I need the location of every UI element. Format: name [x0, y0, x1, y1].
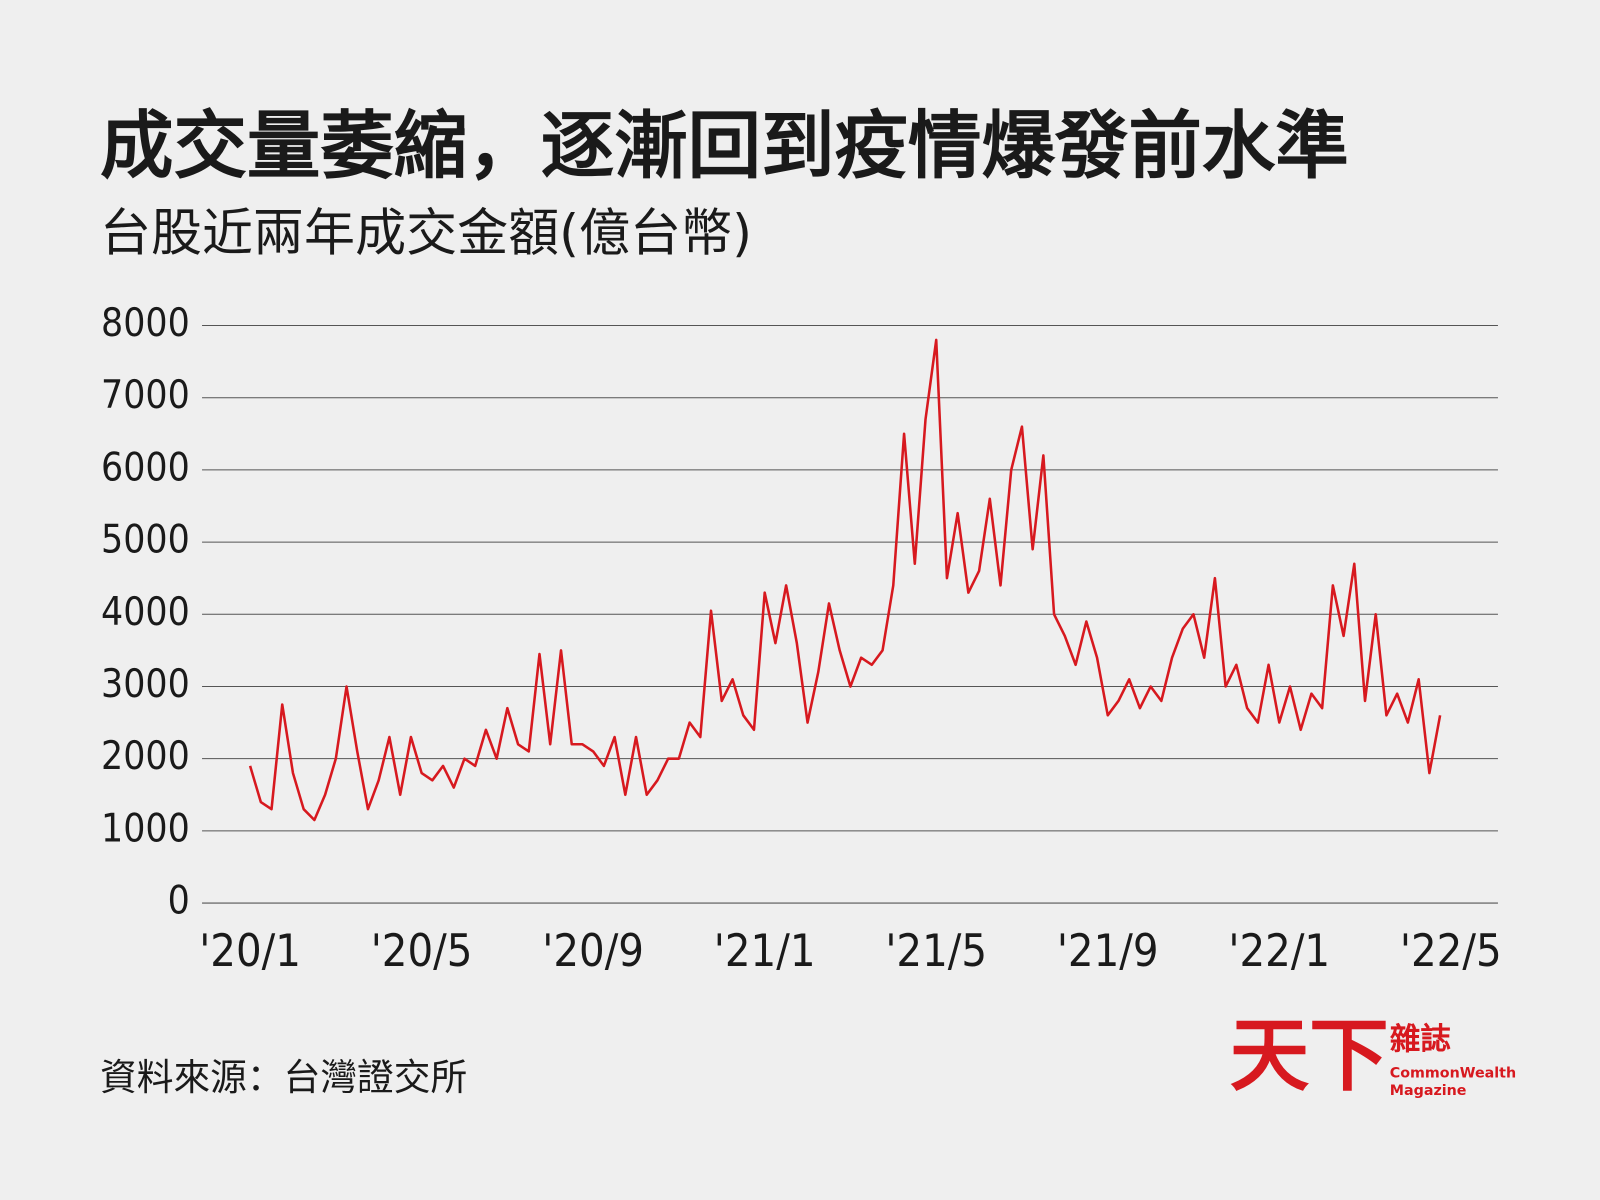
- y-tick-label: 1000: [101, 806, 190, 851]
- logo-en: CommonWealth: [1390, 1065, 1516, 1081]
- x-tick-label: '20/9: [542, 924, 644, 977]
- y-tick-label: 6000: [101, 445, 190, 490]
- x-tick-label: '20/1: [199, 924, 301, 977]
- y-tick-label: 3000: [101, 662, 190, 707]
- x-tick-label: '21/5: [885, 924, 987, 977]
- x-tick-label: '22/1: [1228, 924, 1330, 977]
- chart-title: 成交量萎縮，逐漸回到疫情爆發前水準: [100, 104, 1349, 189]
- y-tick-label: 5000: [101, 518, 190, 563]
- y-tick-label: 4000: [101, 590, 190, 635]
- logo-main: 天下: [1230, 1009, 1389, 1102]
- x-tick-label: '20/5: [371, 924, 473, 977]
- logo-side: 雜誌: [1390, 1021, 1452, 1057]
- x-tick-label: '21/9: [1057, 924, 1159, 977]
- source: 資料來源：台灣證交所: [100, 1056, 467, 1099]
- chart-subtitle: 台股近兩年成交金額(億台幣): [100, 205, 752, 264]
- y-tick-label: 7000: [101, 373, 190, 418]
- x-tick-label: '21/1: [714, 924, 816, 977]
- y-tick-label: 8000: [101, 301, 190, 346]
- x-tick-label: '22/5: [1400, 924, 1502, 977]
- y-tick-label: 0: [168, 879, 190, 924]
- y-tick-label: 2000: [101, 734, 190, 779]
- logo-en: Magazine: [1390, 1083, 1467, 1099]
- data-line: [248, 338, 1442, 822]
